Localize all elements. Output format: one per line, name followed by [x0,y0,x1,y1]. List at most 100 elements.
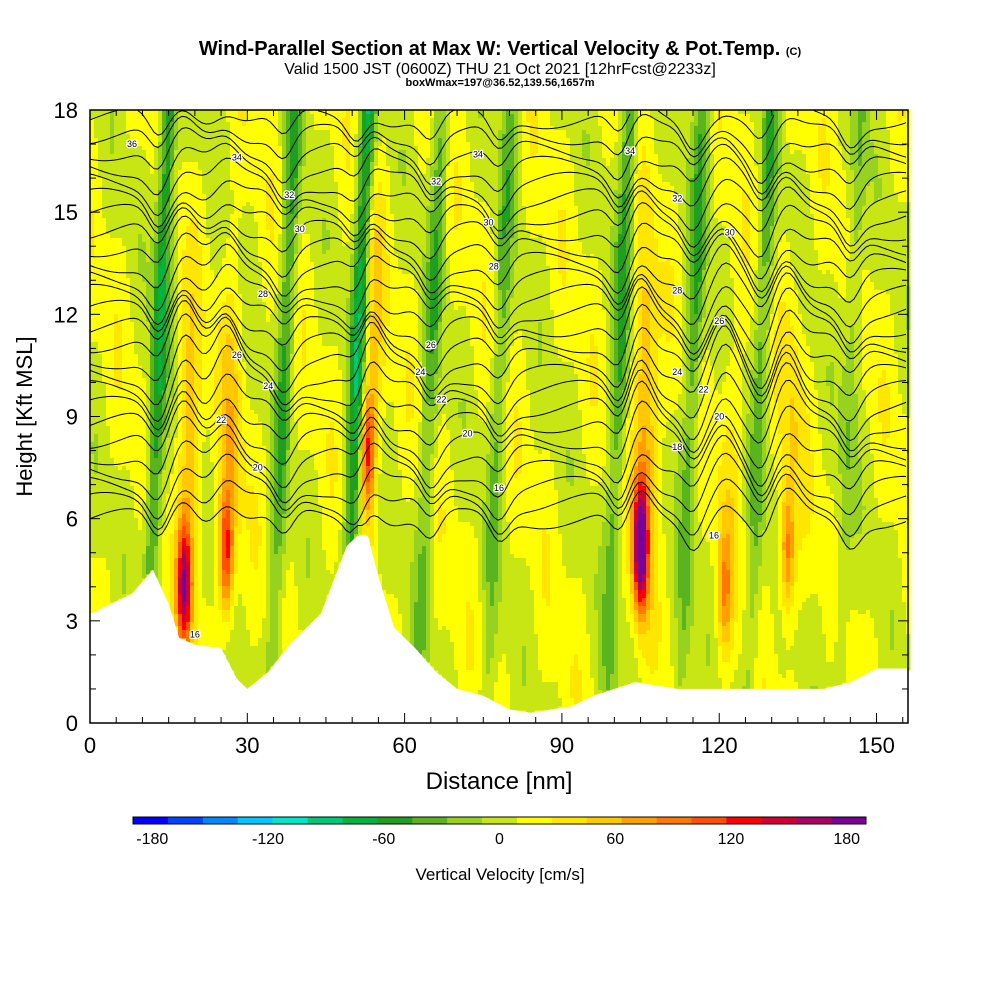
heatmap-cell [226,366,231,371]
heatmap-cell [222,626,227,631]
heatmap-cell [142,526,147,531]
heatmap-cell [98,494,103,499]
heatmap-cell [118,442,123,447]
heatmap-cell [102,546,107,551]
heatmap-cell [118,302,123,307]
heatmap-cell [194,434,199,439]
heatmap-cell [234,626,239,631]
heatmap-cell [226,250,231,255]
heatmap-cell [154,350,159,355]
heatmap-cell [134,170,139,175]
heatmap-cell [98,142,103,147]
heatmap-cell [226,126,231,131]
heatmap-cell [238,502,243,507]
heatmap-cell [234,474,239,479]
heatmap-cell [130,582,135,587]
heatmap-cell [170,150,175,155]
heatmap-cell [242,582,247,587]
heatmap-cell [242,178,247,183]
heatmap-cell [150,362,155,367]
heatmap-cell [114,214,119,219]
heatmap-cell [238,262,243,267]
heatmap-cell [94,430,99,435]
heatmap-cell [122,218,127,223]
heatmap-cell [98,362,103,367]
heatmap-cell [218,534,223,539]
heatmap-cell [194,158,199,163]
heatmap-cell [94,402,99,407]
heatmap-cell [114,546,119,551]
heatmap-cell [114,334,119,339]
heatmap-cell [98,486,103,491]
heatmap-cell [102,574,107,579]
heatmap-cell [178,530,183,535]
heatmap-cell [242,538,247,543]
heatmap-cell [178,514,183,519]
heatmap-cell [190,586,195,591]
heatmap-cell [174,114,179,119]
heatmap-cell [110,582,115,587]
heatmap-cell [194,618,199,623]
heatmap-cell [110,290,115,295]
heatmap-cell [242,426,247,431]
heatmap-cell [130,330,135,335]
heatmap-cell [182,454,187,459]
heatmap-cell [122,262,127,267]
heatmap-cell [166,438,171,443]
heatmap-cell [182,534,187,539]
heatmap-cell [170,542,175,547]
heatmap-cell [114,550,119,555]
heatmap-cell [182,418,187,423]
heatmap-cell [114,258,119,263]
heatmap-cell [186,370,191,375]
heatmap-cell [242,226,247,231]
heatmap-cell [154,118,159,123]
heatmap-cell [102,406,107,411]
heatmap-cell [126,534,131,539]
heatmap-cell [150,250,155,255]
heatmap-cell [170,606,175,611]
heatmap-cell [214,374,219,379]
heatmap-cell [182,286,187,291]
heatmap-cell [126,198,131,203]
heatmap-cell [122,546,127,551]
heatmap-cell [118,406,123,411]
heatmap-cell [130,486,135,491]
heatmap-cell [230,646,235,651]
heatmap-cell [158,550,163,555]
heatmap-cell [166,166,171,171]
heatmap-cell [186,494,191,499]
heatmap-cell [178,622,183,627]
heatmap-cell [230,514,235,519]
heatmap-cell [194,330,199,335]
heatmap-cell [138,558,143,563]
heatmap-cell [198,546,203,551]
heatmap-cell [118,206,123,211]
heatmap-cell [102,362,107,367]
heatmap-cell [234,570,239,575]
heatmap-cell [114,486,119,491]
heatmap-cell [174,414,179,419]
heatmap-cell [154,218,159,223]
heatmap-cell [98,578,103,583]
heatmap-cell [118,138,123,143]
heatmap-cell [242,678,247,683]
heatmap-cell [98,574,103,579]
heatmap-cell [234,258,239,263]
heatmap-cell [234,638,239,643]
heatmap-cell [186,486,191,491]
heatmap-cell [182,550,187,555]
heatmap-cell [238,214,243,219]
heatmap-cell [154,394,159,399]
heatmap-cell [186,602,191,607]
heatmap-cell [106,362,111,367]
heatmap-cell [218,282,223,287]
heatmap-cell [106,498,111,503]
heatmap-cell [106,538,111,543]
heatmap-cell [206,442,211,447]
heatmap-cell [186,578,191,583]
heatmap-cell [142,270,147,275]
heatmap-cell [194,250,199,255]
heatmap-cell [234,202,239,207]
heatmap-cell [110,410,115,415]
